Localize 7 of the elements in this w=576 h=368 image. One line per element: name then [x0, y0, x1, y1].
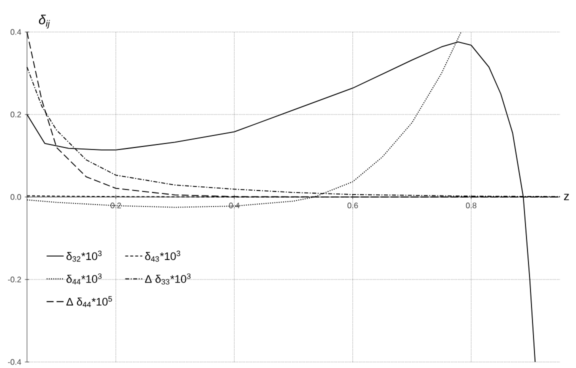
y-axis-title: δ$_{ij}$	[38, 14, 50, 28]
legend-label: δ$_{43}$*10$^{3}$	[145, 250, 180, 262]
legend-label: δ$_{32}$*10$^{3}$	[66, 250, 102, 262]
legend-label: Δ δ$_{33}$*10$^{3}$	[145, 273, 191, 284]
legend-label: δ$_{44}$*10$^{3}$	[66, 273, 102, 284]
legend-label: Δ δ$_{44}$*10$^{5}$	[66, 296, 112, 308]
x-axis-title: z	[564, 194, 569, 200]
